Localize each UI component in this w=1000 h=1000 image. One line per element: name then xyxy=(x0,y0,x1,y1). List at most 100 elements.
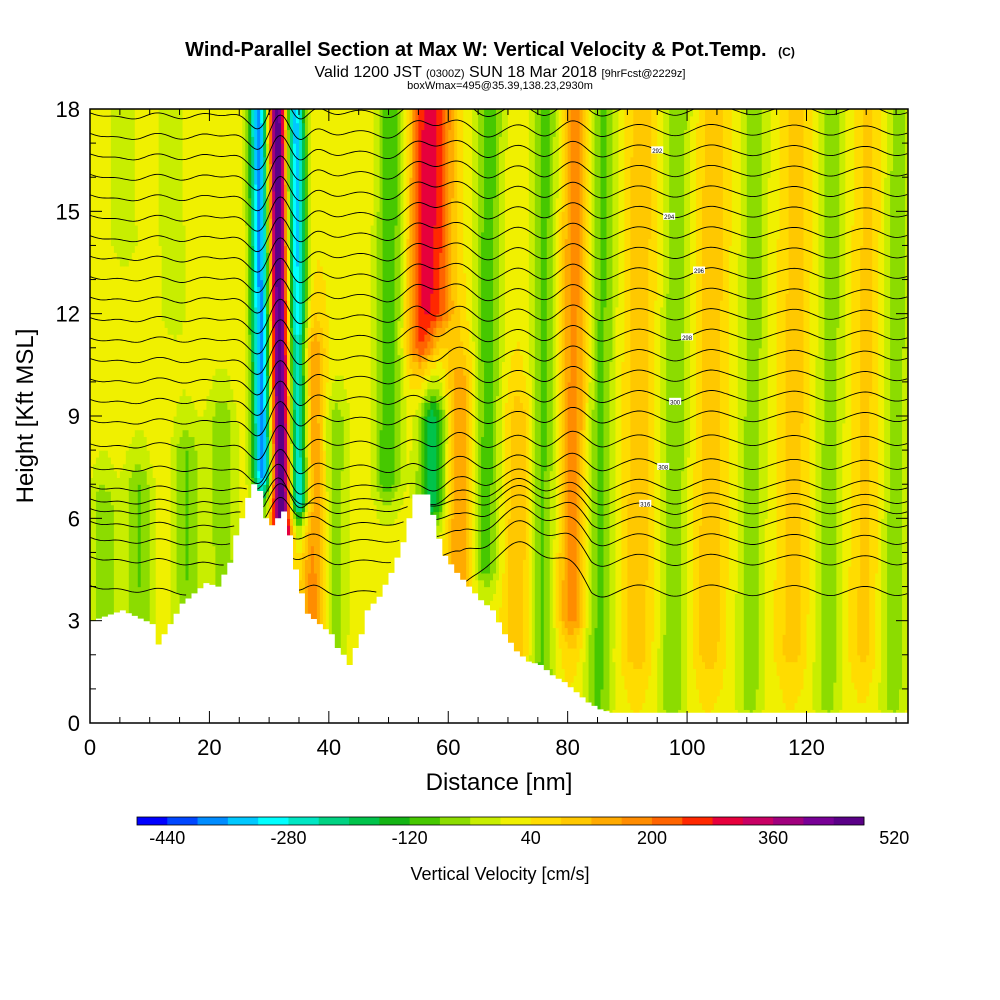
w-cell xyxy=(585,402,590,629)
w-cell xyxy=(481,579,485,608)
w-cell xyxy=(110,504,115,710)
w-cell xyxy=(266,313,270,376)
w-cell xyxy=(90,109,94,478)
w-cell xyxy=(269,491,273,499)
w-cell xyxy=(340,109,345,376)
w-cell xyxy=(128,109,133,260)
w-cell xyxy=(406,463,411,485)
colorbar-label: Vertical Velocity [cm/s] xyxy=(410,864,589,884)
w-cell xyxy=(290,272,294,328)
w-cell xyxy=(397,484,402,513)
w-cell xyxy=(854,688,858,723)
w-cell xyxy=(648,238,652,676)
w-cell xyxy=(230,109,234,390)
w-cell xyxy=(430,409,434,513)
isentrope-line xyxy=(90,424,908,461)
w-cell xyxy=(400,109,405,328)
w-cell xyxy=(90,477,94,717)
w-cell xyxy=(618,109,623,723)
w-cell xyxy=(731,109,736,723)
w-cell xyxy=(716,641,721,697)
w-cell xyxy=(794,661,799,704)
w-cell xyxy=(749,109,754,717)
w-cell xyxy=(567,620,572,635)
w-cell xyxy=(493,197,497,574)
w-cell xyxy=(128,477,133,656)
w-cell xyxy=(421,109,425,131)
w-cell xyxy=(636,668,640,717)
w-cell xyxy=(188,395,193,438)
w-cell xyxy=(439,109,443,253)
colorbar-swatch xyxy=(651,817,683,825)
w-cell xyxy=(200,416,205,723)
w-cell xyxy=(645,109,649,581)
w-cell xyxy=(307,109,312,301)
w-cell xyxy=(158,109,163,247)
w-cell xyxy=(257,477,261,485)
w-cell xyxy=(310,340,315,465)
w-cell xyxy=(427,340,431,356)
w-cell xyxy=(233,109,237,403)
w-cell xyxy=(621,361,625,676)
w-cell xyxy=(866,695,870,723)
w-cell xyxy=(92,109,97,465)
w-cell xyxy=(110,245,115,465)
w-cell xyxy=(182,320,187,390)
w-cell xyxy=(409,388,414,451)
w-cell xyxy=(615,109,620,308)
w-cell xyxy=(609,109,614,363)
w-cell xyxy=(278,122,282,540)
w-cell xyxy=(525,395,530,656)
w-cell xyxy=(367,109,372,723)
w-cell xyxy=(719,688,724,723)
w-cell xyxy=(881,518,885,723)
w-cell xyxy=(421,306,425,342)
isentrope-line xyxy=(90,155,908,191)
w-cell xyxy=(418,375,422,390)
w-cell xyxy=(573,647,578,676)
w-cell xyxy=(310,511,315,547)
w-cell xyxy=(293,518,297,526)
w-cell xyxy=(266,143,270,199)
w-cell xyxy=(442,518,446,540)
w-cell xyxy=(98,109,103,451)
w-cell xyxy=(316,416,321,424)
w-cell xyxy=(702,109,706,185)
w-cell xyxy=(481,109,485,233)
w-cell xyxy=(319,109,324,267)
w-cell xyxy=(125,109,130,267)
w-cell xyxy=(887,511,891,710)
w-cell xyxy=(322,354,327,417)
w-cell xyxy=(176,334,181,403)
w-cell xyxy=(116,109,121,260)
w-cell xyxy=(263,504,267,519)
w-cell xyxy=(287,340,291,397)
w-cell xyxy=(290,375,294,444)
w-cell xyxy=(301,538,306,554)
w-cell xyxy=(690,109,694,117)
w-cell xyxy=(179,395,184,438)
w-cell xyxy=(382,109,387,492)
w-cell xyxy=(427,381,431,390)
w-cell xyxy=(149,109,154,465)
w-cell xyxy=(525,109,530,397)
w-cell xyxy=(284,422,288,492)
x-tick-label: 0 xyxy=(84,735,96,760)
w-cell xyxy=(522,109,527,376)
w-cell xyxy=(582,627,587,663)
w-cell xyxy=(322,347,327,356)
w-cell xyxy=(594,627,599,710)
w-cell xyxy=(284,491,288,519)
w-cell xyxy=(239,109,243,723)
w-cell xyxy=(821,443,826,710)
w-cell xyxy=(113,252,118,472)
w-cell xyxy=(424,375,428,390)
w-cell xyxy=(433,109,437,226)
w-cell xyxy=(421,402,425,417)
w-cell xyxy=(257,109,261,287)
w-cell xyxy=(391,109,396,485)
w-cell xyxy=(516,395,521,670)
w-cell xyxy=(791,109,796,663)
w-cell xyxy=(773,579,778,663)
w-cell xyxy=(704,109,709,670)
